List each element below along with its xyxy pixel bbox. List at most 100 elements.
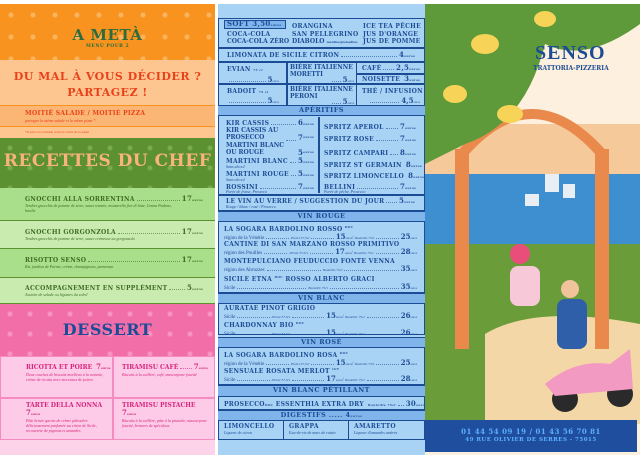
currency: euros [335, 315, 343, 319]
item-name: NOISETTE [362, 76, 401, 83]
dessert-title: DESSERT [62, 320, 153, 339]
bouteille-label: Bouteille 75cl [354, 236, 375, 240]
dessert-header: DESSERT [0, 304, 215, 356]
item-name: CHARDONNAY BIO [224, 322, 294, 329]
soft-title: SOFT [227, 19, 250, 28]
currency: euros [303, 186, 314, 190]
item-name: GNOCCHI ALLA SORRENTINA [25, 196, 135, 203]
pichet-price: 15 [326, 311, 336, 320]
currency: euros [270, 23, 282, 27]
currency: euros [303, 135, 314, 139]
item-price: 17 [181, 255, 193, 264]
item-price: 7 [297, 182, 304, 191]
item-name: KIR CASSIS AU PROSECCO [226, 127, 279, 141]
amalfi-vespa-illustration [425, 4, 640, 424]
item-price: 4,5 [401, 96, 414, 105]
pichet-label: Pichet 37,5cl [271, 378, 291, 382]
limonata-row: LIMONATA DE SICILE CITRON 4 euros [227, 51, 415, 60]
soft-price: 3,50 [252, 19, 271, 28]
item-price: 5 [267, 96, 273, 105]
soft-item: DIABOLO [292, 38, 325, 45]
currency: euros [345, 362, 353, 366]
item-size: 75 cl [258, 90, 269, 94]
item-name: ROSSINI [226, 184, 258, 191]
currency: euros [410, 251, 418, 255]
digestifs-price: 4 [345, 411, 351, 419]
item-size: 75 cl [253, 68, 263, 72]
soft-item-note: menthe/grenadine [326, 40, 358, 44]
wine-tag: DOC [274, 275, 283, 279]
currency: euros [413, 175, 425, 179]
currency: euros [410, 315, 418, 319]
item-desc: Tendres gnocchis de pomme de terre, sauc… [25, 236, 135, 241]
item-name: GRAPPA [289, 423, 319, 430]
currency: euros [192, 231, 203, 235]
pichet-price: 17 [326, 374, 336, 383]
wine-region: région des Abruzzes [224, 268, 265, 273]
item-desc: Deux couches de biscuits moelleux à la n… [26, 372, 104, 382]
food-menu-column: A METÀ MENU POUR 2 DU MAL À VOUS DÉCIDER… [0, 4, 215, 455]
wine-region: Sicile [224, 332, 236, 337]
wine-row: SICILE ETNA DOC ROSSO ALBERTO GRACI Sici… [224, 274, 417, 292]
soft-item: SAN PELLEGRINO [292, 31, 359, 38]
cover-panel: SENSO TRATTORIA-PIZZERIA 01 44 54 09 19 … [425, 4, 640, 455]
menu-item: GNOCCHI ALLA SORRENTINA 17 euros Tendres g… [0, 188, 215, 221]
item-desc: Biscuits à la cuillère, café, mascarpone… [122, 372, 197, 377]
wine-tag: DOC [344, 225, 354, 229]
pichet-label: Pichet 37,5cl [290, 362, 310, 366]
vespa-icon [545, 349, 633, 412]
item-price: 6 [297, 118, 304, 127]
bouteille-price: 35 [400, 264, 411, 273]
phone-numbers[interactable]: 01 44 54 09 19 / 01 43 56 70 81 [461, 427, 601, 436]
item-price: 5 [267, 75, 273, 84]
item-price: 5 [297, 148, 304, 157]
chef-title: RECETTES DU CHEF [3, 151, 212, 171]
currency: euros [272, 100, 280, 104]
currency: euros [192, 198, 203, 202]
a-meta-subtitle: MENU POUR 2 [85, 44, 130, 49]
wine-row: SENSUALE ROSATA MERLOT IGT Sicile Pichet … [224, 367, 418, 383]
item-name: CAFÉ [362, 65, 382, 72]
item-name: RICOTTA ET POIRE [26, 364, 93, 371]
share-headline: DU MAL À VOUS DÉCIDER ? [13, 70, 202, 83]
couple-icon [510, 244, 587, 349]
currency: euros [405, 186, 416, 190]
currency: euros [344, 251, 352, 255]
item-name: MONTEPULCIANO FEUDUCCIO FONTE VENNA [224, 258, 396, 265]
item-name: SPRITZ LIMONCELLO [324, 173, 405, 180]
wine-row: MONTEPULCIANO FEUDUCCIO FONTE VENNA régi… [224, 258, 417, 274]
bouteille-price: 26 [400, 328, 411, 337]
bouteille-price: 25 [400, 232, 411, 241]
currency: euros [303, 160, 314, 164]
pichet-label: Pichet 37,5cl [290, 236, 310, 240]
item-desc: Liqueur d'amandes amères [354, 430, 398, 435]
share-item-desc: partagez la même salade et la même pizza… [25, 118, 96, 123]
menu-item: ACCOMPAGNEMENT EN SUPPLÉMENT 5 euros Assie… [0, 278, 215, 304]
wine-tag: DOC [339, 351, 349, 355]
item-desc: Purée de fraise, Prosecco [226, 189, 268, 194]
item-price: 7 [193, 362, 199, 371]
item-desc: Purée de pêche, Prosecco [324, 189, 366, 194]
item-price: 7 [122, 408, 127, 417]
item-name: LIMONCELLO [224, 423, 275, 430]
share-note: *le prix est variable selon le choix de … [25, 130, 90, 134]
item-name: SENSUALE ROSATA MERLOT [224, 368, 330, 375]
pichet-label: Pichet 37,5cl [271, 315, 291, 319]
currency: euros [405, 152, 416, 156]
item-name-2: ROSSO ALBERTO GRACI [285, 276, 375, 283]
wine-row: PROSECCO DOC ESSENTHIA EXTRA DRY Bouteille… [224, 400, 425, 409]
currency: euros [409, 67, 420, 71]
item-desc: Sans alcool [226, 164, 245, 169]
item-price: 17 [181, 194, 193, 203]
currency: euros [303, 173, 314, 177]
item-price: 17 [181, 227, 193, 236]
item-price: 5 [297, 156, 304, 165]
currency: euros [410, 236, 418, 240]
brand-tagline: TRATTORIA-PIZZERIA [533, 65, 609, 72]
item-name: BIÈRE ITALIENNE PERONI [290, 86, 353, 100]
wine-row: AURATAE PINOT GRIGIO Sicile Pichet 37,5cl… [224, 305, 418, 320]
wine-region: région de la Vénétie [224, 362, 265, 367]
item-name: RISOTTO SENSO [25, 257, 87, 264]
menu-item: RISOTTO SENSO 17 euros Riz, jambon de Parm… [0, 249, 215, 278]
item-price: 7 [399, 122, 406, 131]
